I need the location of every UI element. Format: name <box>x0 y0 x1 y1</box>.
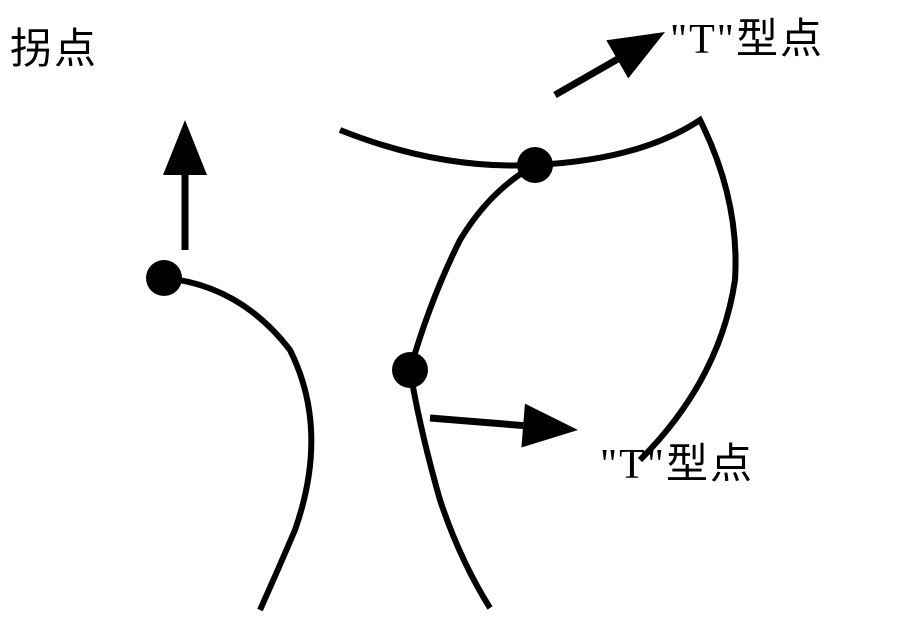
curve-left-branch <box>164 278 311 610</box>
label-t-point-top: "T"型点 <box>670 5 824 66</box>
label-inflection-point: 拐点 <box>10 15 98 76</box>
curve-mid-lower <box>410 370 490 608</box>
arrow-right <box>430 404 578 448</box>
label-t-point-bottom: "T"型点 <box>600 430 754 491</box>
curve-mid-to-top <box>410 165 535 370</box>
arrow-up <box>163 120 207 250</box>
node-mid <box>392 352 428 388</box>
node-left <box>146 260 182 296</box>
node-top <box>517 147 553 183</box>
arrow-diag <box>555 32 665 95</box>
diagram-canvas <box>0 0 900 618</box>
